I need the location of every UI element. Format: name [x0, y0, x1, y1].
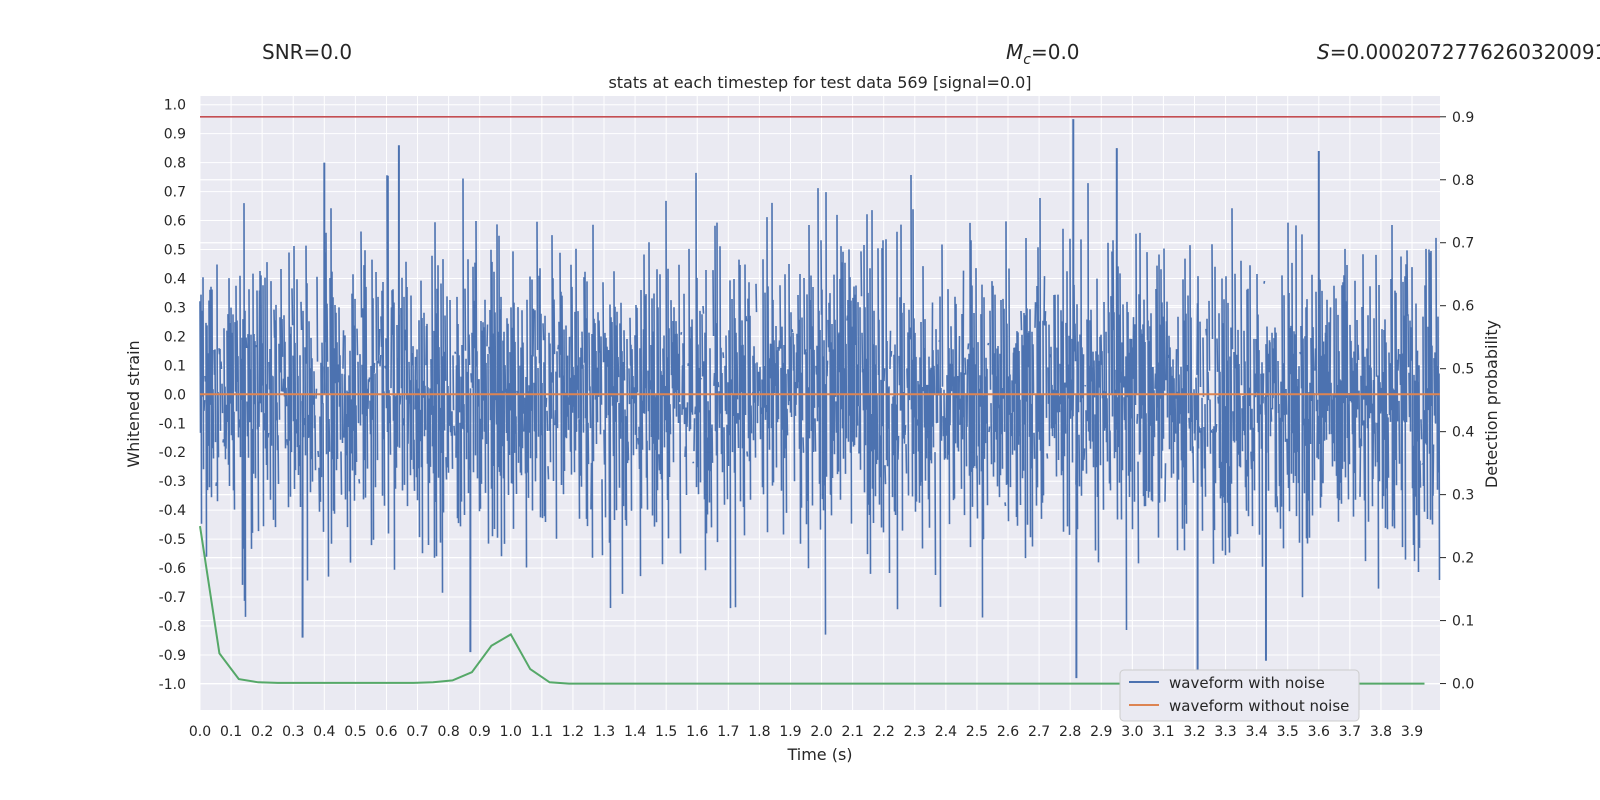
x-tick-label: 2.4	[935, 724, 957, 740]
right-axis-ticks: 0.9 0.8 0.7 0.6 0.5 0.4 0.3 0.2 0.1 0.0	[1440, 110, 1474, 693]
x-axis-label: Time (s)	[786, 745, 852, 764]
mc-subscript: c	[1023, 52, 1031, 68]
x-tick-label: 3.6	[1308, 724, 1330, 740]
right-tick-label: 0.0	[1452, 677, 1474, 693]
right-tick-label: 0.7	[1452, 236, 1474, 252]
y-tick-label: 0.3	[164, 300, 186, 316]
x-tick-label: 0.9	[469, 724, 491, 740]
x-tick-label: 0.2	[251, 724, 273, 740]
y-tick-label: -0.4	[159, 503, 186, 519]
x-tick-label: 0.4	[313, 724, 335, 740]
right-axis-label: Detection probability	[1482, 320, 1501, 488]
x-tick-label: 0.1	[220, 724, 242, 740]
x-tick-label: 1.3	[593, 724, 615, 740]
chart-title: stats at each timestep for test data 569…	[608, 73, 1031, 92]
legend: waveform with noise waveform without noi…	[1119, 669, 1360, 722]
x-tick-label: 3.9	[1401, 724, 1423, 740]
mc-symbol: M	[1006, 40, 1024, 64]
x-tick-label: 3.0	[1121, 724, 1143, 740]
x-tick-label: 0.0	[189, 724, 211, 740]
y-tick-label: 0.2	[164, 329, 186, 345]
x-tick-label: 3.5	[1277, 724, 1299, 740]
x-tick-label: 0.5	[344, 724, 366, 740]
x-tick-label: 1.8	[748, 724, 770, 740]
s-symbol: S	[1317, 40, 1330, 64]
right-tick-label: 0.1	[1452, 614, 1474, 630]
chirp-mass-label: Mc=0.0	[1006, 40, 1080, 68]
x-tick-label: 2.9	[1090, 724, 1112, 740]
y-tick-label: 0.1	[164, 358, 186, 374]
right-tick-label: 0.8	[1452, 173, 1474, 189]
y-tick-label: -0.9	[159, 648, 186, 664]
y-tick-label: -0.6	[159, 561, 186, 577]
x-axis-ticks: 0.0 0.1 0.2 0.3 0.4 0.5 0.6 0.7 0.8 0.9 1.0 1.1 1.2 1…	[189, 724, 1423, 740]
x-tick-label: 3.3	[1214, 724, 1236, 740]
x-tick-label: 0.6	[375, 724, 397, 740]
y-tick-label: 0.8	[164, 156, 186, 172]
y-tick-label: 0.5	[164, 243, 186, 259]
legend-label-noisy: waveform with noise	[1169, 674, 1325, 692]
x-tick-label: 1.0	[500, 724, 522, 740]
x-tick-label: 3.8	[1370, 724, 1392, 740]
x-tick-label: 2.3	[904, 724, 926, 740]
x-tick-label: 3.4	[1246, 724, 1268, 740]
x-tick-label: 2.7	[1028, 724, 1050, 740]
y-tick-label: -0.2	[159, 445, 186, 461]
s-stat-label: S=0.00020727762603200913	[1317, 40, 1600, 64]
x-tick-label: 2.0	[810, 724, 832, 740]
y-tick-label: 0.0	[164, 387, 186, 403]
y-tick-label: -0.3	[159, 474, 186, 490]
y-axis-ticks: 1.0 0.9 0.8 0.7 0.6 0.5 0.4 0.3 0.2 0.1 0.0 -0.1 -0.…	[159, 98, 186, 693]
x-tick-label: 1.1	[531, 724, 553, 740]
x-tick-label: 0.7	[406, 724, 428, 740]
snr-label: SNR=0.0	[262, 40, 353, 64]
right-tick-label: 0.3	[1452, 488, 1474, 504]
mc-value: =0.0	[1030, 40, 1080, 64]
noisy-waveform-trace	[199, 172, 1441, 635]
y-tick-label: -0.1	[159, 416, 186, 432]
x-tick-label: 2.5	[966, 724, 988, 740]
x-tick-label: 1.4	[624, 724, 646, 740]
legend-label-clean: waveform without noise	[1169, 697, 1349, 715]
x-tick-label: 2.8	[1059, 724, 1081, 740]
y-tick-label: -0.8	[159, 619, 186, 635]
x-tick-label: 1.9	[779, 724, 801, 740]
x-tick-label: 1.7	[717, 724, 739, 740]
x-tick-label: 1.5	[655, 724, 677, 740]
y-tick-label: -1.0	[159, 677, 186, 693]
x-tick-label: 3.2	[1183, 724, 1205, 740]
right-tick-label: 0.2	[1452, 551, 1474, 567]
s-value: =0.00020727762603200913	[1329, 40, 1600, 64]
x-tick-label: 1.6	[686, 724, 708, 740]
x-tick-label: 3.1	[1152, 724, 1174, 740]
y-axis-label: Whitened strain	[124, 340, 143, 467]
right-tick-label: 0.5	[1452, 362, 1474, 378]
legend-box	[1119, 669, 1360, 722]
x-tick-label: 3.7	[1339, 724, 1361, 740]
y-tick-label: -0.5	[159, 532, 186, 548]
y-tick-label: 0.4	[164, 271, 186, 287]
x-tick-label: 0.3	[282, 724, 304, 740]
y-tick-label: -0.7	[159, 590, 186, 606]
y-tick-label: 0.6	[164, 214, 186, 230]
x-tick-label: 2.6	[997, 724, 1019, 740]
noisy-waveform-series	[199, 119, 1441, 679]
right-tick-label: 0.9	[1452, 110, 1474, 126]
x-tick-label: 0.8	[437, 724, 459, 740]
y-tick-label: 0.9	[164, 127, 186, 143]
right-tick-label: 0.4	[1452, 425, 1474, 441]
y-tick-label: 0.7	[164, 185, 186, 201]
right-tick-label: 0.6	[1452, 299, 1474, 315]
y-tick-label: 1.0	[164, 98, 186, 114]
x-tick-label: 2.1	[841, 724, 863, 740]
x-tick-label: 2.2	[873, 724, 895, 740]
x-tick-label: 1.2	[562, 724, 584, 740]
detection-probability-line	[199, 525, 1425, 685]
